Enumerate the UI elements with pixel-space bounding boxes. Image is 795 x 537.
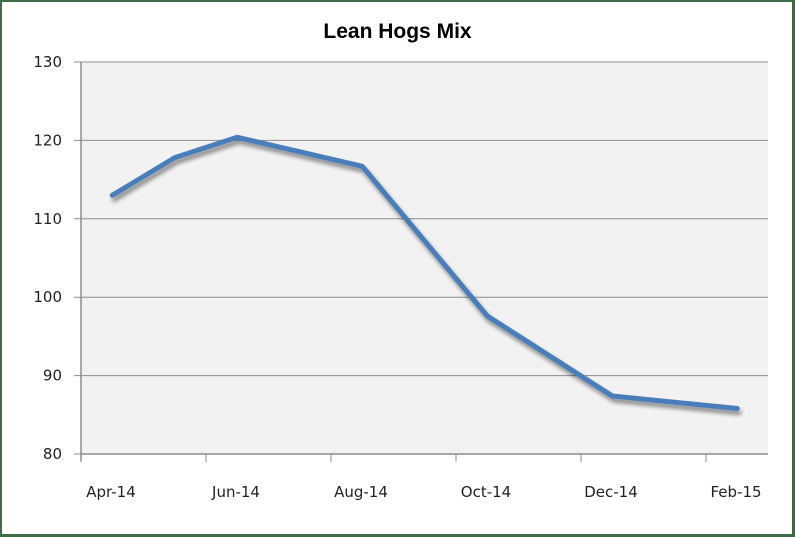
series-line-lean-hogs-mix	[109, 134, 740, 411]
x-tick-label: Oct-14	[461, 483, 511, 501]
x-tick-label: Aug-14	[334, 483, 388, 501]
chart-title: Lean Hogs Mix	[323, 20, 472, 43]
y-axis: 80 90 100 110 120 130	[33, 53, 82, 463]
x-tick-label: Dec-14	[584, 483, 638, 501]
y-tick-label: 80	[43, 445, 62, 463]
y-tick-label: 100	[33, 288, 62, 306]
x-tick-label: Jun-14	[211, 483, 260, 501]
x-axis: Apr-14 Jun-14 Aug-14 Oct-14 Dec-14 Feb-15	[80, 453, 768, 501]
x-tick-label: Apr-14	[86, 483, 136, 501]
y-tick-label: 130	[33, 53, 62, 71]
plot-area	[81, 62, 768, 454]
y-tick-label: 120	[33, 131, 62, 149]
x-tick-label: Feb-15	[710, 483, 761, 501]
y-tick-label: 90	[43, 367, 62, 385]
y-tick-label: 110	[33, 210, 62, 228]
